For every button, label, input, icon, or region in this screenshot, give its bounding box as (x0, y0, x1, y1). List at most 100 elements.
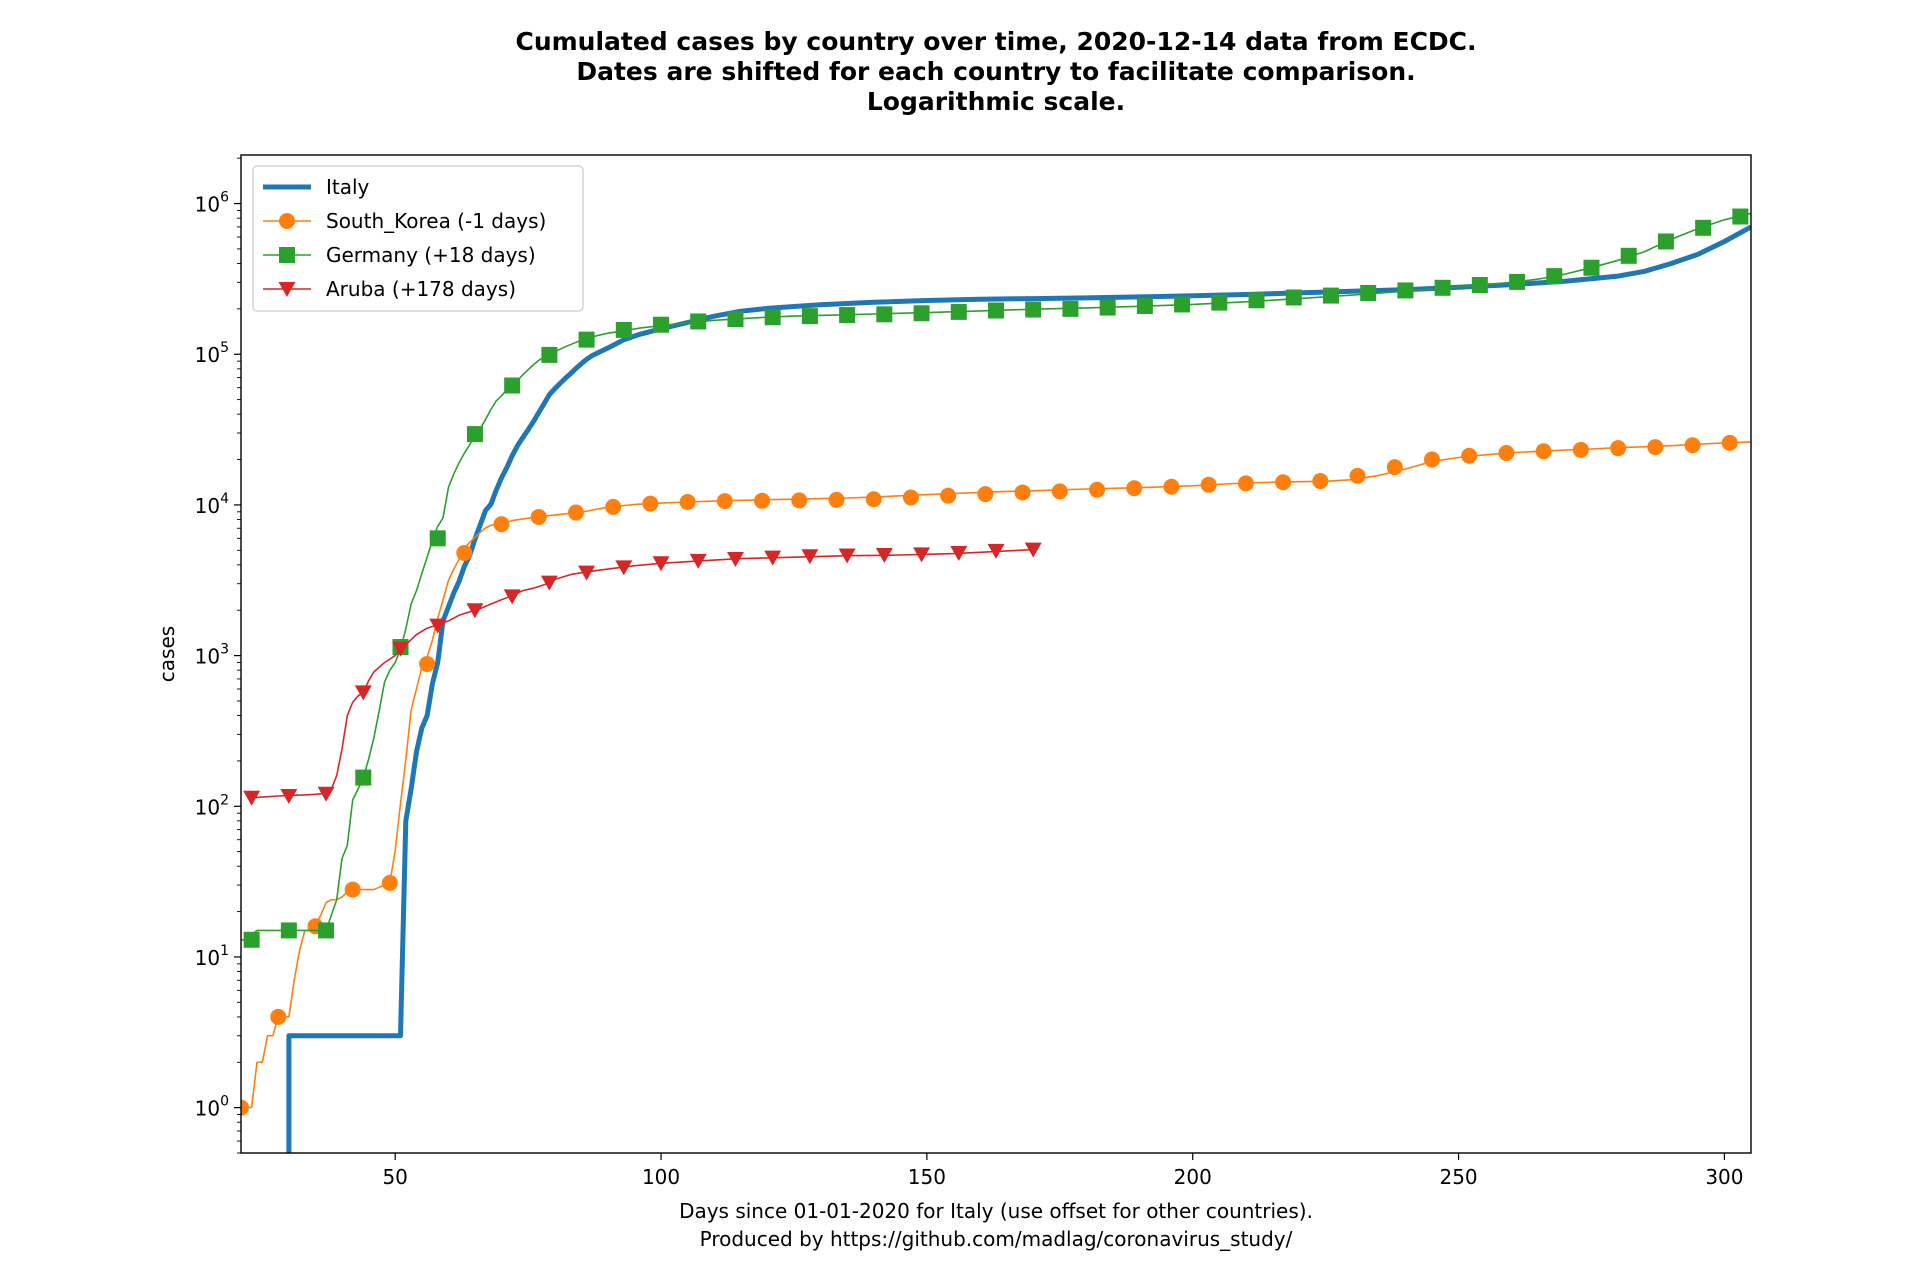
series-point-1 (1349, 467, 1366, 484)
x-axis-label-line-1: Days since 01-01-2020 for Italy (use off… (679, 1199, 1313, 1223)
series-point-3 (652, 556, 670, 572)
series-point-2 (1025, 301, 1042, 318)
series-point-1 (642, 495, 659, 512)
series-point-2 (1434, 279, 1451, 296)
series-point-2 (1732, 208, 1749, 225)
series-point-2 (578, 331, 595, 348)
legend: Italy South_Korea (-1 days) Germany (+18 d… (252, 165, 584, 312)
chart-title-line-1: Cumulated cases by country over time, 20… (515, 27, 1476, 56)
series-point-3 (243, 790, 261, 806)
series-point-1 (902, 489, 919, 506)
series-point-1 (1721, 434, 1738, 451)
y-tick-label: 105 (195, 340, 229, 367)
x-tick-label: 100 (642, 1165, 680, 1189)
series-point-1 (1684, 437, 1701, 454)
series-point-2 (1471, 277, 1488, 294)
series-point-2 (950, 303, 967, 320)
series-point-1 (716, 493, 733, 510)
series-point-3 (764, 550, 782, 566)
series-point-1 (419, 655, 436, 672)
series-point-1 (344, 881, 361, 898)
legend-item-1: South_Korea (-1 days) (263, 209, 546, 233)
series-point-3 (838, 548, 856, 564)
series-point-1 (530, 508, 547, 525)
series-point-1 (791, 492, 808, 509)
series-point-1 (1200, 476, 1217, 493)
x-tick-label: 250 (1439, 1165, 1477, 1189)
series-point-1 (1498, 445, 1515, 462)
y-tick-label: 101 (195, 943, 229, 970)
series-point-2 (355, 769, 372, 786)
series-point-2 (1583, 259, 1600, 276)
series-point-2 (1174, 296, 1191, 313)
series-point-2 (1546, 268, 1563, 285)
legend-frame (252, 165, 584, 312)
series-point-2 (727, 311, 744, 328)
series-point-3 (317, 786, 335, 802)
chart-title: Cumulated cases by country over time, 20… (515, 27, 1476, 116)
series-point-1 (241, 1099, 249, 1116)
series-point-1 (679, 494, 696, 511)
series-point-3 (354, 685, 372, 701)
series-point-3 (615, 560, 633, 576)
series-point-1 (605, 498, 622, 515)
series-point-3 (987, 543, 1005, 559)
series-point-2 (1509, 273, 1526, 290)
series-point-2 (1695, 219, 1712, 236)
y-tick-label: 104 (195, 491, 229, 518)
chart-title-line-2: Dates are shifted for each country to fa… (576, 57, 1415, 86)
series-point-1 (1275, 474, 1292, 491)
series-point-1 (456, 544, 473, 561)
series-point-3 (392, 641, 410, 657)
series-point-2 (653, 316, 670, 333)
series-point-2 (280, 922, 297, 939)
series-1 (241, 434, 1751, 1116)
series-point-1 (567, 504, 584, 521)
series-point-2 (913, 305, 930, 322)
series-point-2 (318, 922, 335, 939)
x-tick-label: 200 (1174, 1165, 1212, 1189)
series-point-2 (504, 377, 521, 394)
legend-label: Italy (326, 175, 370, 199)
series-point-1 (1423, 451, 1440, 468)
series-point-3 (950, 545, 968, 561)
legend-label: Germany (+18 days) (326, 243, 536, 267)
series-point-2 (1062, 300, 1079, 317)
series-point-2 (1360, 284, 1377, 301)
series-point-1 (381, 874, 398, 891)
x-tick-label: 50 (382, 1165, 407, 1189)
series-point-2 (429, 530, 446, 547)
series-point-2 (1248, 292, 1265, 309)
x-axis: 50 100 150 200 250 300 (382, 1153, 1744, 1189)
y-tick-label: 100 (195, 1094, 229, 1121)
y-axis-label: cases (155, 626, 179, 682)
series-point-2 (988, 302, 1004, 319)
series-2 (241, 208, 1751, 948)
series-point-2 (1211, 294, 1228, 311)
series-point-3 (801, 549, 819, 565)
series-point-2 (764, 309, 781, 326)
legend-label: Aruba (+178 days) (326, 277, 516, 301)
legend-item-3: Aruba (+178 days) (263, 277, 516, 301)
series-point-2 (1099, 299, 1116, 316)
series-point-3 (578, 565, 596, 581)
series-point-2 (839, 307, 856, 324)
series-point-2 (466, 426, 483, 443)
series-point-1 (270, 1008, 287, 1025)
series-point-1 (1312, 473, 1329, 490)
series-point-1 (754, 492, 771, 509)
series-point-2 (243, 931, 260, 948)
legend-marker (279, 213, 295, 229)
x-axis-label-line-2: Produced by https://github.com/madlag/co… (700, 1227, 1293, 1251)
series-point-2 (541, 346, 558, 363)
x-axis-label: Days since 01-01-2020 for Italy (use off… (679, 1199, 1313, 1251)
series-point-3 (689, 553, 707, 569)
x-tick-label: 300 (1705, 1165, 1743, 1189)
series-point-2 (1285, 289, 1302, 306)
series-point-1 (1237, 475, 1254, 492)
legend-label: South_Korea (-1 days) (326, 209, 546, 233)
y-tick-label: 103 (195, 642, 229, 669)
series-point-3 (466, 603, 484, 619)
series-point-3 (540, 575, 558, 591)
